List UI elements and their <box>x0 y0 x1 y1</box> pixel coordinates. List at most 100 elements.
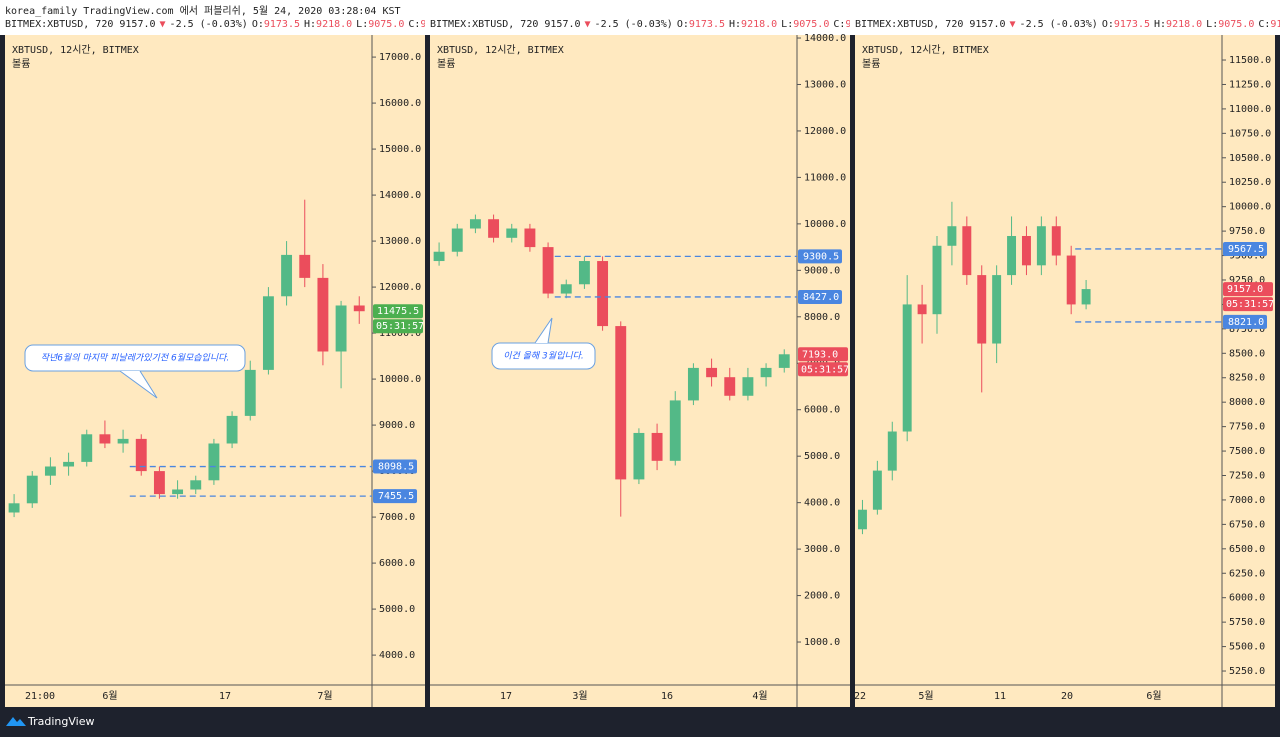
y-tick-label: 11500.0 <box>1229 55 1271 66</box>
candle-body <box>1081 289 1091 305</box>
plot-bg <box>430 35 797 707</box>
date-label: 20 <box>1061 691 1073 702</box>
y-tick-label: 10000.0 <box>1229 202 1271 213</box>
level-tag-label: 9567.5 <box>1228 244 1264 255</box>
candle-body <box>262 296 274 370</box>
y-tick-label: 8000.0 <box>804 312 840 323</box>
y-tick-label: 13000.0 <box>804 79 846 90</box>
candle-body <box>81 434 93 462</box>
timer-label: 05:31:57 <box>376 321 424 332</box>
y-tick-label: 6750.0 <box>1229 519 1265 530</box>
y-tick-label: 12000.0 <box>379 282 421 293</box>
legend-h-label: H: <box>304 19 316 30</box>
y-tick-label: 8750.0 <box>1229 324 1265 335</box>
candle-body <box>172 489 184 495</box>
y-tick-label: 17000.0 <box>379 52 421 63</box>
chart-panel: 4000.05000.06000.07000.08000.09000.01000… <box>5 35 425 707</box>
date-label: 5월 <box>918 690 933 702</box>
date-label: 6월 <box>102 690 117 702</box>
candle-body <box>99 434 111 444</box>
chart-subtitle: 볼륨 <box>862 58 880 70</box>
candle-body <box>669 400 681 461</box>
legend-c-label: C: <box>1258 19 1270 30</box>
legend-o-label: O: <box>677 19 689 30</box>
y-tick-label: 1000.0 <box>804 637 840 648</box>
candle-body <box>687 367 699 401</box>
candle-body <box>542 247 554 294</box>
candle-body <box>977 275 987 344</box>
candle-body <box>992 275 1002 344</box>
y-tick-label: 6500.0 <box>1229 544 1265 555</box>
y-tick-label: 14000.0 <box>804 33 846 44</box>
candle-body <box>506 228 518 238</box>
legend-l-label: L: <box>356 19 368 30</box>
candle-body <box>433 251 445 262</box>
price-tag <box>1223 282 1273 297</box>
legend-c: 9157. <box>420 19 450 30</box>
legend-h-label: H: <box>729 19 741 30</box>
y-tick-label: 10750.0 <box>1229 128 1271 139</box>
footer: TradingView <box>6 715 94 728</box>
candle-body <box>1051 226 1061 256</box>
candle-body <box>244 369 256 416</box>
legend-c: 9157. <box>845 19 875 30</box>
y-tick-label: 4000.0 <box>804 498 840 509</box>
legend-h: 9218.0 <box>316 19 352 30</box>
y-tick-label: 13000.0 <box>379 236 421 247</box>
level-tag <box>1223 314 1267 329</box>
candle-body <box>1036 226 1046 266</box>
candle-body <box>281 254 293 297</box>
candle-body <box>633 432 645 480</box>
candle-body <box>615 326 627 480</box>
legend-c-label: C: <box>833 19 845 30</box>
level-tag-label: 8427.0 <box>803 292 839 303</box>
level-tag <box>1223 241 1267 256</box>
y-tick-label: 5750.0 <box>1229 617 1265 628</box>
y-tick-label: 10500.0 <box>1229 153 1271 164</box>
y-tick-label: 6000.0 <box>804 405 840 416</box>
candle-body <box>887 431 897 471</box>
y-tick-label: 16000.0 <box>379 98 421 109</box>
y-tick-label: 10000.0 <box>804 219 846 230</box>
header-bg <box>0 0 1280 35</box>
legend-o: 9173.5 <box>689 19 725 30</box>
chart-title: XBTUSD, 12시간, BITMEX <box>12 44 139 56</box>
candle-body <box>651 432 663 461</box>
date-label: 17 <box>219 691 231 702</box>
y-tick-label: 15000.0 <box>379 144 421 155</box>
legend-c-label: C: <box>408 19 420 30</box>
header-title: korea_family TradingView.com 에서 퍼블리쉬, 5월… <box>5 5 401 17</box>
y-tick-label: 4000.0 <box>379 650 415 661</box>
date-label: 6월 <box>1146 690 1161 702</box>
date-label: 11 <box>994 691 1006 702</box>
candle-body <box>190 480 202 490</box>
logo <box>6 717 26 726</box>
y-tick-label: 6250.0 <box>1229 568 1265 579</box>
candle-body <box>1021 235 1031 266</box>
candle-body <box>742 377 754 396</box>
level-tag <box>373 459 417 474</box>
chart-title: XBTUSD, 12시간, BITMEX <box>862 44 989 56</box>
y-tick-label: 8000.0 <box>1229 397 1265 408</box>
candle-body <box>208 443 220 481</box>
chart-title: XBTUSD, 12시간, BITMEX <box>437 44 564 56</box>
y-tick-label: 10000.0 <box>379 374 421 385</box>
candle-body <box>8 503 20 513</box>
price-tag <box>798 347 848 362</box>
legend-change: -2.5 (-0.03%) <box>595 19 673 30</box>
candle-body <box>778 354 790 368</box>
y-tick-label: 9750.0 <box>1229 226 1265 237</box>
legend-h: 9218.0 <box>1166 19 1202 30</box>
candle-body <box>932 245 942 315</box>
candle-body <box>597 261 609 327</box>
candle-body <box>760 367 772 378</box>
candle-body <box>226 415 238 444</box>
candle-body <box>451 228 463 252</box>
candle-body <box>947 226 957 246</box>
candle-body <box>902 304 912 432</box>
y-tick-label: 3000.0 <box>804 544 840 555</box>
date-label: 3월 <box>572 690 587 702</box>
y-tick-label: 7250.0 <box>1229 471 1265 482</box>
price-axis-bg <box>1222 35 1275 707</box>
price-tag <box>373 304 423 319</box>
